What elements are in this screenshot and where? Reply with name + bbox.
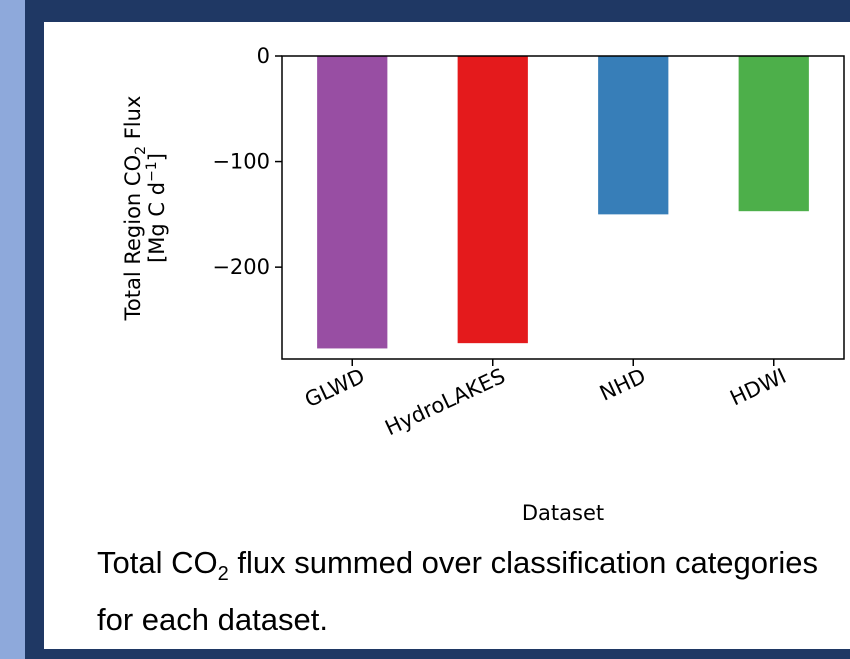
axes-frame	[281, 55, 845, 360]
x-tick-label-glwd: GLWD	[301, 364, 368, 412]
y-axis-label-sup: −1	[144, 161, 160, 182]
svg-text:[Mg C d−1]: [Mg C d−1]	[144, 153, 169, 263]
caption-text-end: flux summed over classification categori…	[97, 545, 818, 638]
x-tick-label-hdwi: HDWI	[726, 364, 790, 411]
x-tick-label-hydrolakes: HydroLAKES	[381, 364, 509, 440]
y-axis-label-close: ]	[145, 153, 169, 161]
y-tick-label: −100	[212, 150, 270, 174]
x-axis-label: Dataset	[522, 501, 604, 525]
caption-text-start: Total CO	[97, 545, 218, 580]
y-axis-label-units: [Mg C d	[145, 182, 169, 263]
y-tick-label: 0	[257, 44, 270, 68]
svg-text:Total Region CO2 Flux: Total Region CO2 Flux	[121, 96, 149, 322]
y-axis-label-flux: Flux	[121, 96, 145, 140]
bar-hdwi	[738, 56, 809, 212]
figure-panel	[44, 22, 850, 649]
x-ticks: GLWD HydroLAKES NHD HDWI	[301, 359, 790, 440]
y-ticks: 0 −100 −200	[212, 44, 282, 279]
y-axis-label-sub: 2	[133, 146, 149, 155]
bar-glwd	[317, 56, 388, 349]
bars-layer	[317, 56, 809, 349]
y-axis-label: Total Region CO2 Flux [Mg C d−1]	[121, 96, 169, 322]
bar-nhd	[598, 56, 669, 215]
x-tick-label-nhd: NHD	[596, 364, 649, 406]
figure-caption: Total CO2 flux summed over classificatio…	[97, 540, 837, 643]
caption-subscript: 2	[217, 563, 229, 586]
y-axis-label-main: Total Region CO	[121, 155, 145, 321]
bar-hydrolakes	[457, 56, 528, 344]
y-tick-label: −200	[212, 255, 270, 279]
